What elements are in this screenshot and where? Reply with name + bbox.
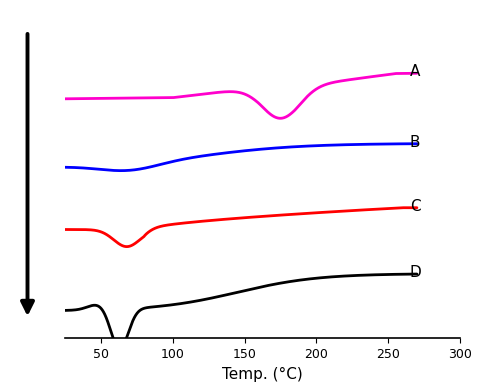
Text: A: A — [410, 64, 420, 79]
Text: B: B — [410, 135, 420, 150]
Text: D: D — [410, 265, 422, 280]
X-axis label: Temp. (°C): Temp. (°C) — [222, 367, 303, 382]
Text: C: C — [410, 199, 420, 214]
